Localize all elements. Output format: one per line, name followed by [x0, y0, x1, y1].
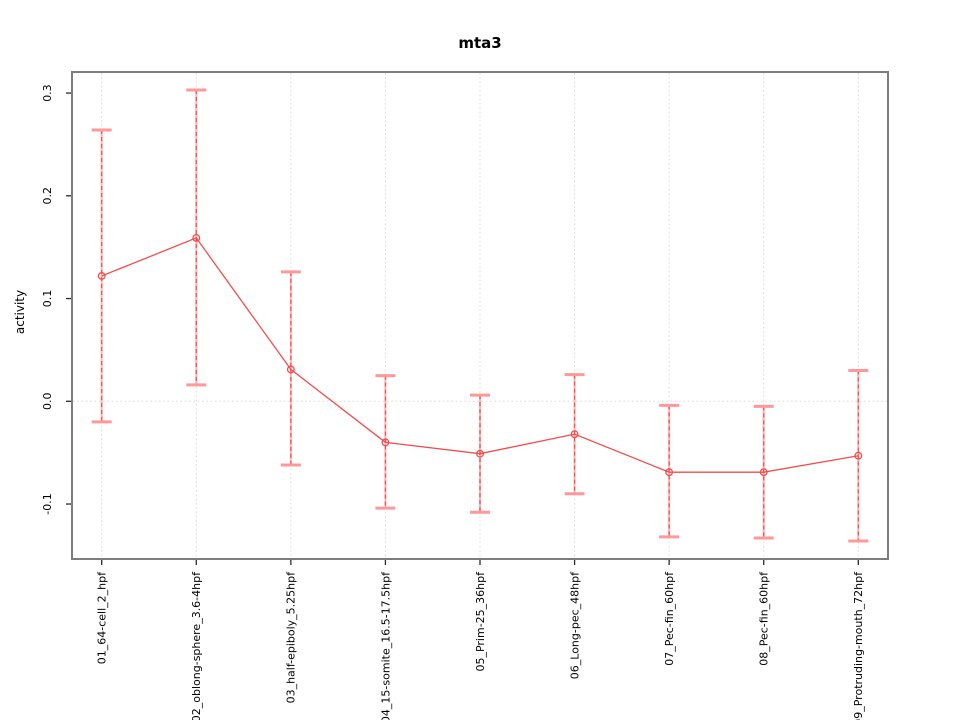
x-tick-label: 08_Pec-fin_60hpf — [758, 571, 771, 666]
x-tick-label: 03_half-epiboly_5.25hpf — [285, 571, 298, 704]
data-point — [854, 451, 863, 460]
data-point — [192, 233, 201, 242]
chart-title: mta3 — [458, 34, 501, 52]
x-tick-label: 09_Protruding-mouth_72hpf — [852, 571, 865, 720]
data-point — [570, 430, 579, 439]
y-tick-label: 0.2 — [41, 187, 54, 205]
y-tick-label: -0.1 — [41, 493, 54, 514]
x-tick-label: 05_Prim-25_36hpf — [474, 571, 487, 672]
data-point — [665, 468, 674, 477]
x-tick-label: 01_64-cell_2_hpf — [96, 571, 109, 664]
plot-box-border — [71, 71, 889, 560]
data-point — [759, 468, 768, 477]
y-tick-label: 0.1 — [41, 290, 54, 308]
y-tick-label: 0.3 — [41, 84, 54, 102]
x-tick-label: 04_15-somite_16.5-17.5hpf — [379, 571, 392, 720]
x-tick-label: 06_Long-pec_48hpf — [568, 571, 581, 679]
y-tick-label: 0.0 — [41, 393, 54, 411]
data-point — [381, 438, 390, 447]
plot-content: -0.1 0.0 0.1 0.2 0.3 01_64-cell_2_hpf 02_oblon… — [41, 71, 889, 720]
series-line — [101, 237, 859, 473]
data-point — [97, 271, 106, 280]
data-point — [476, 449, 484, 458]
x-tick-label: 07_Pec-fin_60hpf — [663, 571, 676, 666]
data-point — [286, 365, 295, 374]
y-axis-label: activity — [13, 290, 27, 334]
x-tick-label: 02_oblong-sphere_3.6-4hpf — [190, 571, 203, 720]
